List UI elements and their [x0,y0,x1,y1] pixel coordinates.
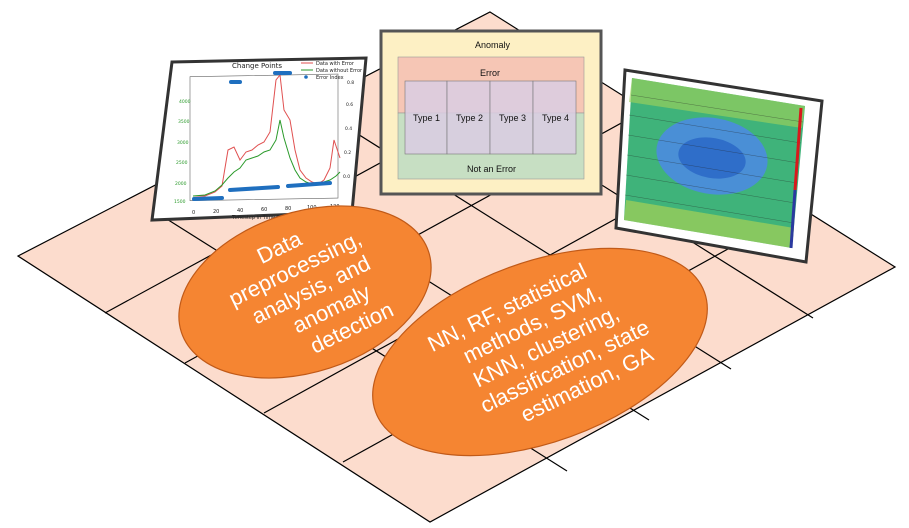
ytick-left-3000: 3000 [177,140,189,146]
line-chart-legend: Data with Error Data without Error Error… [301,61,363,81]
heatmap-panel [614,68,824,264]
ellipse-preprocessing: Data preprocessing, analysis, and anomal… [178,205,432,379]
ytick-left-1500: 1500 [174,199,186,205]
anomaly-taxonomy-box: Anomaly Error Type 1 Type 2 Type 3 Type … [379,29,603,196]
ytick-right-0.8: 0.8 [347,80,354,86]
series-error-index [192,71,332,201]
line-chart-yticks-left: 1500 2000 2500 3000 3500 4000 [174,99,191,205]
legend-data-without-error: Data without Error [316,68,363,74]
ytick-right-0.4: 0.4 [345,126,352,132]
line-chart-xlabel: Timestep in Time-Series [231,215,293,221]
line-chart-panel: Change Points Data with Error Data witho… [150,56,368,222]
type-2-label: Type 2 [456,113,483,123]
xtick-80: 80 [285,206,291,212]
type-4-label: Type 4 [542,113,569,123]
line-chart-title: Change Points [232,62,282,70]
type-1-label: Type 1 [413,113,440,123]
ytick-right-0.6: 0.6 [346,102,353,108]
legend-data-with-error: Data with Error [316,61,355,67]
ytick-left-3500: 3500 [178,119,190,125]
type-3-label: Type 3 [499,113,526,123]
type-cells: Type 1 Type 2 Type 3 Type 4 [404,80,577,155]
error-label: Error [480,68,500,78]
xtick-60: 60 [261,207,267,213]
line-chart-yticks-right: 0.0 0.2 0.4 0.6 0.8 [343,80,354,180]
ytick-right-0.0: 0.0 [343,174,350,180]
xtick-20: 20 [213,209,219,215]
ytick-left-4000: 4000 [179,99,191,105]
anomaly-label: Anomaly [475,40,511,50]
legend-error-index: Error Index [316,75,344,81]
series-data-with-error [193,73,341,197]
not-error-label: Not an Error [467,164,516,174]
ytick-left-2000: 2000 [175,181,187,187]
ytick-right-0.2: 0.2 [344,150,351,156]
xtick-40: 40 [237,208,243,214]
ellipse-methods: NN, RF, statistical methods, SVM, KNN, c… [372,247,708,457]
heatmap-grid [624,94,804,224]
ytick-left-2500: 2500 [176,160,188,166]
xtick-0: 0 [192,210,195,216]
